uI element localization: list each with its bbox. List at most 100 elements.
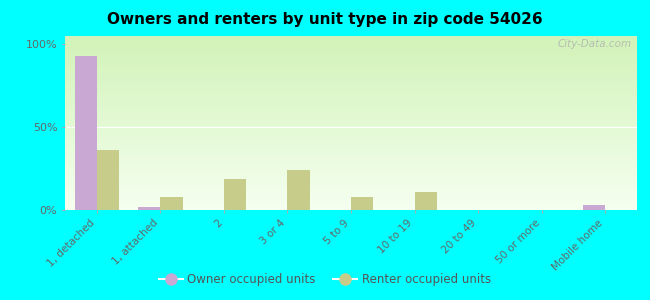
Bar — [65, 188, 637, 189]
Bar — [65, 123, 637, 125]
Bar — [65, 168, 637, 170]
Bar — [65, 69, 637, 71]
Bar — [65, 153, 637, 154]
Bar — [65, 146, 637, 147]
Legend: Owner occupied units, Renter occupied units: Owner occupied units, Renter occupied un… — [154, 269, 496, 291]
Bar — [415, 192, 437, 210]
Bar — [65, 184, 637, 186]
Bar — [65, 193, 637, 194]
Bar — [65, 144, 637, 146]
Bar — [65, 116, 637, 118]
Bar — [65, 53, 637, 55]
Bar — [65, 118, 637, 119]
Bar — [65, 40, 637, 41]
Bar — [65, 83, 637, 85]
Bar — [65, 73, 637, 74]
Bar — [65, 134, 637, 135]
Bar — [65, 81, 637, 83]
Bar — [65, 191, 637, 193]
Bar — [65, 95, 637, 97]
Bar — [65, 48, 637, 50]
Bar — [65, 38, 637, 40]
Bar — [65, 132, 637, 134]
Bar — [65, 163, 637, 165]
Bar — [65, 201, 637, 203]
Bar — [65, 198, 637, 200]
Bar — [65, 121, 637, 123]
Bar — [65, 186, 637, 188]
Bar — [65, 62, 637, 64]
Bar — [65, 203, 637, 205]
Bar — [65, 154, 637, 156]
Bar — [65, 194, 637, 196]
Bar — [65, 80, 637, 81]
Bar — [65, 130, 637, 132]
Bar — [224, 178, 246, 210]
Bar — [65, 43, 637, 45]
Bar — [65, 41, 637, 43]
Bar — [65, 76, 637, 78]
Bar — [65, 107, 637, 109]
Bar — [65, 60, 637, 62]
Bar — [65, 137, 637, 139]
Bar — [65, 74, 637, 76]
Bar — [65, 45, 637, 46]
Bar — [65, 85, 637, 86]
Bar — [65, 36, 637, 38]
Bar — [65, 208, 637, 210]
Bar — [65, 66, 637, 67]
Bar — [65, 127, 637, 128]
Bar — [65, 102, 637, 104]
Bar — [65, 52, 637, 53]
Bar — [65, 112, 637, 114]
Bar — [351, 197, 373, 210]
Bar — [65, 88, 637, 90]
Bar — [65, 165, 637, 167]
Bar — [65, 147, 637, 149]
Bar — [65, 46, 637, 48]
Bar — [65, 151, 637, 153]
Bar — [65, 90, 637, 92]
Bar — [65, 135, 637, 137]
Bar — [65, 156, 637, 158]
Bar — [65, 180, 637, 182]
Bar — [65, 142, 637, 144]
Bar — [65, 173, 637, 175]
Bar — [65, 170, 637, 172]
Bar — [65, 92, 637, 93]
Bar — [65, 119, 637, 121]
Bar — [65, 55, 637, 57]
Bar — [65, 114, 637, 116]
Bar — [65, 167, 637, 168]
Bar — [65, 97, 637, 99]
Bar — [65, 86, 637, 88]
Bar — [65, 57, 637, 58]
Text: Owners and renters by unit type in zip code 54026: Owners and renters by unit type in zip c… — [107, 12, 543, 27]
Bar — [65, 179, 637, 180]
Bar — [65, 100, 637, 102]
Bar — [97, 150, 119, 210]
Bar — [65, 206, 637, 208]
Bar — [583, 205, 605, 210]
Bar — [65, 177, 637, 179]
Text: City-Data.com: City-Data.com — [557, 40, 631, 50]
Bar — [65, 106, 637, 107]
Bar — [65, 140, 637, 142]
Bar — [65, 50, 637, 52]
Bar — [65, 196, 637, 198]
Bar — [65, 161, 637, 163]
Bar — [65, 71, 637, 73]
Bar — [65, 175, 637, 177]
Bar — [65, 172, 637, 173]
Bar — [65, 139, 637, 140]
Bar — [65, 64, 637, 66]
Bar — [65, 104, 637, 106]
Bar — [65, 111, 637, 112]
Bar — [65, 78, 637, 80]
Bar — [65, 58, 637, 60]
Bar — [138, 207, 161, 210]
Bar — [65, 99, 637, 100]
Bar — [65, 200, 637, 201]
Bar — [65, 128, 637, 130]
Bar — [65, 205, 637, 206]
